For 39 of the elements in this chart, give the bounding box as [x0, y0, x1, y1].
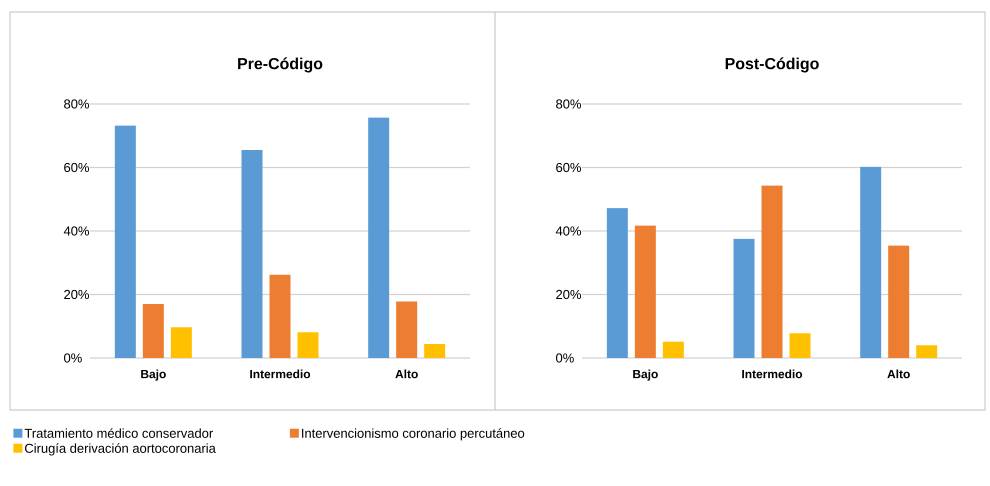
y-tick-label: 20%: [556, 290, 581, 300]
bar: [888, 246, 910, 358]
x-tick-label: Intermedio: [250, 370, 310, 378]
x-tick-label: Intermedio: [742, 370, 802, 378]
bar: [424, 344, 446, 358]
y-tick-label: 0%: [556, 353, 574, 363]
bar: [734, 238, 755, 358]
legend-label: Cirugía derivación aortocoronaria: [25, 443, 216, 456]
bar: [298, 332, 319, 358]
bar: [368, 118, 390, 358]
x-tick-label: Bajo: [633, 370, 658, 381]
y-tick-label: 60%: [64, 162, 89, 172]
y-tick-label: 0%: [64, 353, 82, 363]
bar: [242, 150, 263, 358]
bar: [396, 301, 418, 358]
x-tick-label: Alto: [887, 370, 910, 378]
x-tick-label: Alto: [395, 370, 418, 378]
bar: [634, 226, 656, 358]
bar: [662, 342, 684, 358]
x-tick-label: Bajo: [141, 370, 166, 381]
bar: [916, 345, 938, 358]
y-tick-label: 80%: [64, 99, 89, 109]
y-tick-label: 40%: [64, 226, 89, 236]
chart-title: Pre-Código: [238, 57, 322, 72]
bar: [606, 208, 628, 358]
chart-title: Post-Código: [726, 57, 819, 72]
bar: [270, 274, 291, 358]
bar: [790, 333, 811, 358]
bar: [762, 186, 783, 358]
y-tick-label: 80%: [556, 99, 581, 109]
y-tick-label: 40%: [556, 226, 581, 236]
legend-label: Tratamiento médico conservador: [24, 428, 213, 438]
bar: [170, 327, 192, 358]
legend-label: Intervencionismo coronario percutáneo: [302, 428, 524, 440]
bar: [860, 166, 882, 358]
y-tick-label: 20%: [64, 290, 89, 300]
bar: [142, 304, 164, 358]
bar: [114, 126, 136, 358]
y-tick-label: 60%: [556, 162, 581, 172]
